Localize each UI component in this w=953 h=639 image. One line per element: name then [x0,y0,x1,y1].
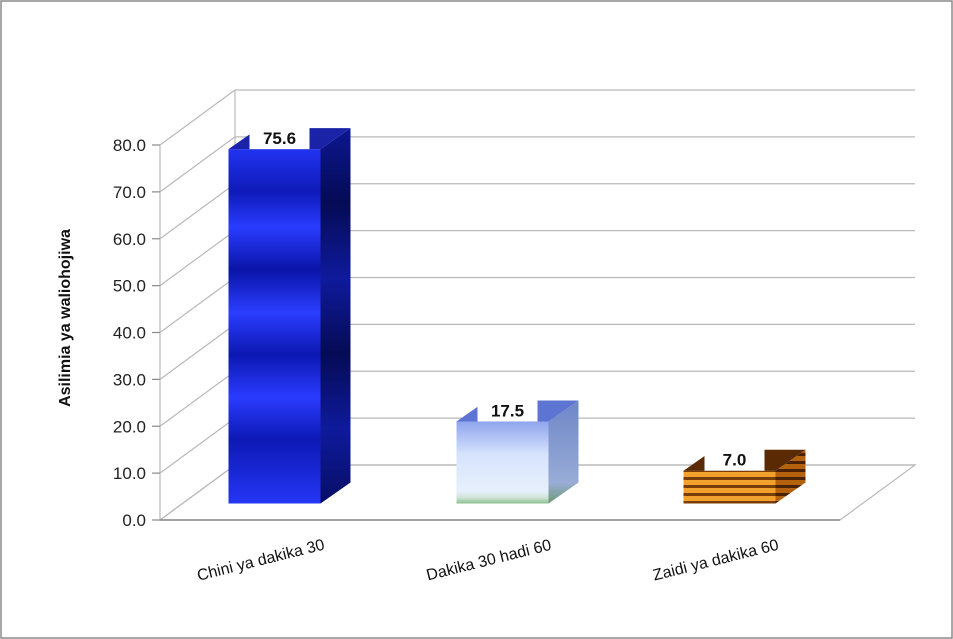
data-label: 17.5 [491,401,524,420]
y-tick-label: 70.0 [113,183,146,202]
gridline-diagonal [159,417,236,474]
y-tick-label: 40.0 [113,324,146,343]
gridline-diagonal [159,136,236,193]
gridline-diagonal [159,277,236,333]
gridline-diagonal [159,183,236,240]
bar-front [228,149,321,504]
bar-side [548,400,579,504]
gridline-diagonal [159,230,236,287]
y-tick-label: 30.0 [113,370,146,389]
y-tick-label: 20.0 [113,417,146,436]
y-tick-label: 0.0 [122,511,146,530]
bar-front [683,470,776,504]
y-tick-label: 60.0 [113,230,146,249]
bars [228,128,806,504]
y-tick-label: 50.0 [113,277,146,296]
data-label-box [249,127,310,150]
bar-side [320,128,351,504]
y-axis-label: Asilimia ya waliohojiwa [57,229,74,407]
data-label-box [704,448,765,471]
data-label: 75.6 [263,129,296,148]
y-tick-label: 80.0 [113,136,146,155]
bar-front [456,421,549,504]
data-label-box [477,399,538,422]
bar-side [775,449,806,504]
gridline-diagonal [159,89,236,146]
y-tick-label: 10.0 [113,464,146,483]
gridline-diagonal [159,370,236,427]
y-axis: 0.0 10.0 20.0 30.0 40.0 50.0 60.0 70.0 80.0 [113,136,840,530]
gridline-diagonal [159,323,236,380]
bar [228,128,351,504]
data-label: 7.0 [723,451,747,470]
